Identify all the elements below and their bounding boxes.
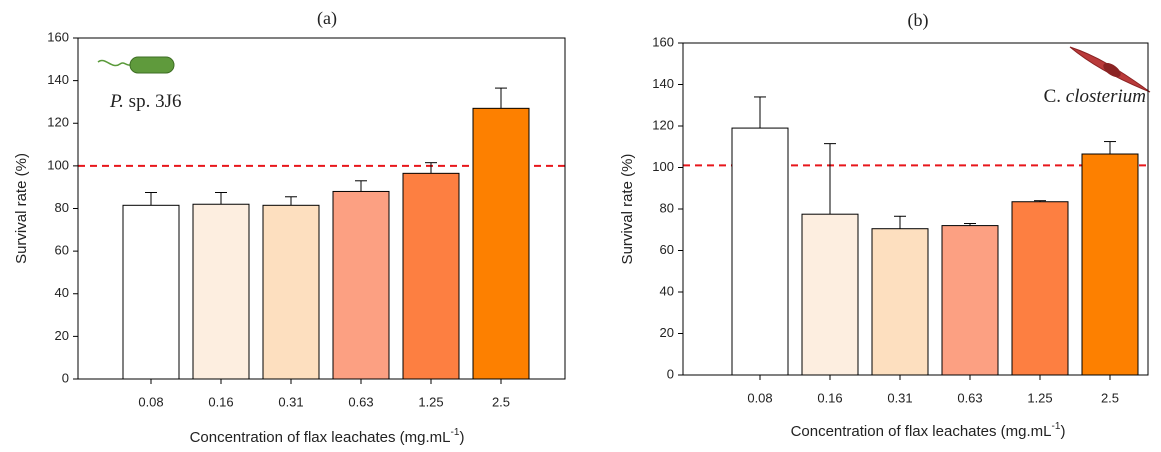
x-tick-label: 0.63 (957, 390, 982, 405)
x-tick-label: 0.16 (817, 390, 842, 405)
x-tick-label: 0.08 (138, 394, 163, 409)
x-tick-label: 0.63 (348, 394, 373, 409)
x-axis-label-text: Concentration of flax leachates (mg.mL (190, 429, 451, 446)
organism-label-part: sp. 3J6 (124, 91, 182, 112)
bacterium-icon (97, 56, 175, 74)
organism-label-part: closterium (1066, 86, 1146, 107)
y-tick-label: 100 (47, 157, 69, 172)
y-tick-label: 40 (660, 283, 674, 298)
y-tick-label: 140 (47, 72, 69, 87)
y-axis-label: Survival rate (%) (13, 153, 30, 264)
x-tick-label: 1.25 (1027, 390, 1052, 405)
bar (1011, 201, 1069, 376)
bar (402, 172, 460, 380)
bar (332, 190, 390, 380)
panel-title: (a) (317, 8, 337, 29)
y-tick-label: 100 (652, 159, 674, 174)
y-tick-label: 0 (667, 366, 674, 381)
y-tick-label: 0 (62, 370, 69, 385)
x-axis-label-suffix: ) (459, 429, 464, 446)
bar (1081, 153, 1139, 376)
diatom-icon (1069, 46, 1151, 93)
x-tick-label: 0.08 (747, 390, 772, 405)
y-tick-label: 60 (660, 242, 674, 257)
bar (192, 203, 250, 380)
y-tick-label: 60 (55, 243, 69, 258)
x-tick-label: 0.16 (208, 394, 233, 409)
bar (941, 225, 999, 376)
y-tick-label: 20 (55, 328, 69, 343)
y-tick-label: 20 (660, 325, 674, 340)
y-tick-label: 120 (652, 117, 674, 132)
organism-label-part: P. (109, 91, 124, 112)
bar (262, 204, 320, 380)
y-tick-label: 80 (55, 200, 69, 215)
panel-title: (b) (908, 10, 929, 31)
y-tick-label: 160 (47, 29, 69, 44)
x-axis-label-sup: -1 (1052, 421, 1061, 432)
x-axis-label: Concentration of flax leachates (mg.mL-1… (190, 427, 465, 446)
x-tick-label: 2.5 (1101, 390, 1119, 405)
x-tick-label: 2.5 (492, 394, 510, 409)
y-axis-label: Survival rate (%) (619, 154, 636, 265)
y-tick-label: 120 (47, 115, 69, 130)
organism-label: C. closterium (1044, 86, 1146, 107)
organism-label: P. sp. 3J6 (109, 91, 181, 112)
organism-label-part: C. (1044, 86, 1066, 107)
x-tick-label: 1.25 (418, 394, 443, 409)
bar (731, 127, 789, 376)
x-axis-label-suffix: ) (1060, 423, 1065, 440)
x-axis-label-sup: -1 (451, 427, 460, 438)
plot-frame (682, 42, 1149, 376)
bar (871, 228, 929, 376)
y-tick-label: 40 (55, 285, 69, 300)
bar (472, 107, 530, 380)
bar (801, 213, 859, 376)
y-tick-label: 160 (652, 34, 674, 49)
x-axis-label: Concentration of flax leachates (mg.mL-1… (791, 421, 1066, 440)
y-tick-label: 80 (660, 200, 674, 215)
y-tick-label: 140 (652, 76, 674, 91)
x-axis-label-text: Concentration of flax leachates (mg.mL (791, 423, 1052, 440)
x-tick-label: 0.31 (887, 390, 912, 405)
bar (122, 204, 180, 380)
plot-frame (77, 37, 566, 380)
x-tick-label: 0.31 (278, 394, 303, 409)
